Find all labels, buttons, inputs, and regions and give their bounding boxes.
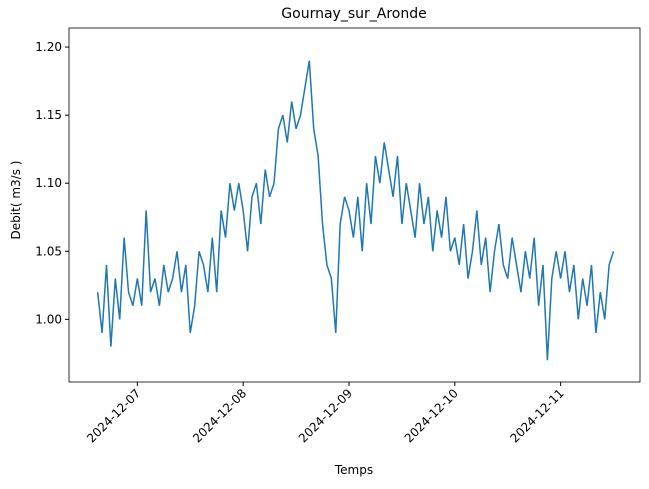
x-axis-label: Temps	[334, 463, 373, 477]
y-tick-label: 1.15	[35, 108, 62, 122]
y-tick-label: 1.00	[35, 312, 62, 326]
x-tick-label: 2024-12-07	[84, 386, 143, 445]
chart-title: Gournay_sur_Aronde	[281, 6, 426, 22]
plot-frame	[68, 27, 641, 383]
y-axis-label: Debit( m3/s )	[9, 161, 23, 240]
x-tick-label: 2024-12-08	[190, 386, 249, 445]
x-tick-label: 2024-12-09	[296, 386, 355, 445]
y-tick-label: 1.10	[35, 176, 62, 190]
x-tick-label: 2024-12-10	[402, 386, 461, 445]
y-tick-label: 1.05	[35, 244, 62, 258]
x-tick-label: 2024-12-11	[508, 386, 567, 445]
data-line	[96, 60, 615, 361]
y-tick-label: 1.20	[35, 40, 62, 54]
